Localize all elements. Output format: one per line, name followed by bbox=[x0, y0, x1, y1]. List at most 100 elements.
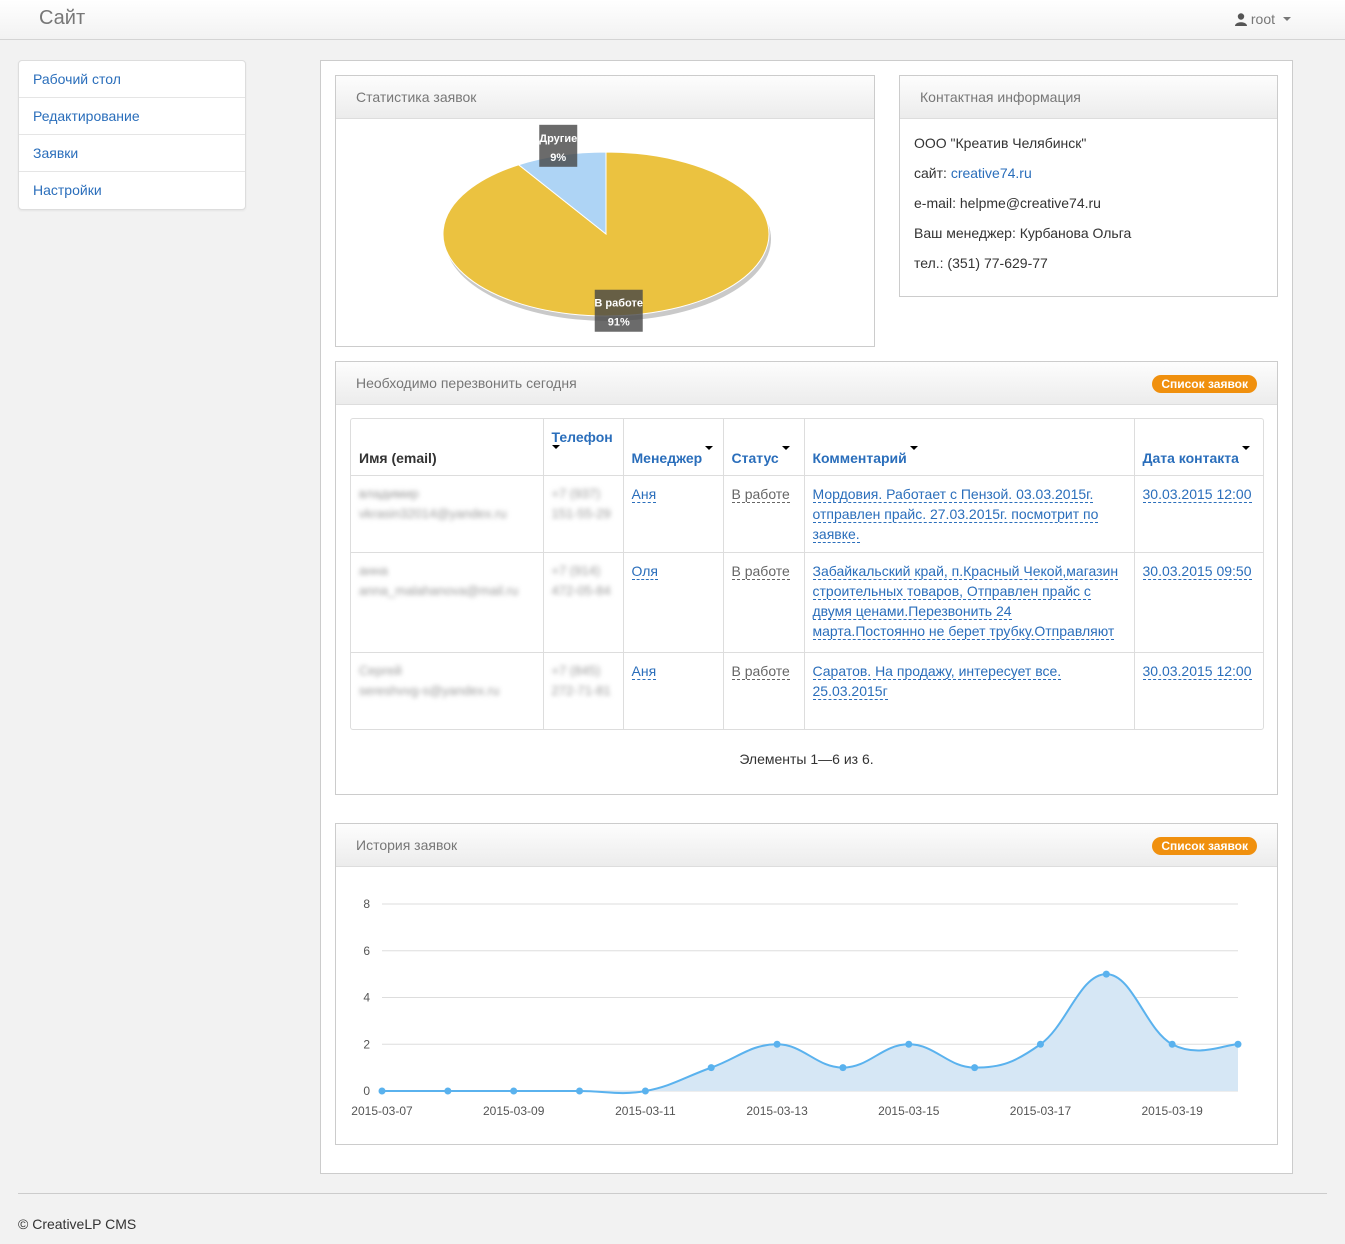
pie-label-value: 91% bbox=[608, 317, 630, 329]
pie-label-name: В работе bbox=[594, 298, 643, 310]
y-tick-label: 6 bbox=[363, 944, 370, 958]
cell-name: владимир vkrasin32014@yandex.ru bbox=[351, 475, 544, 553]
column-phone[interactable]: Телефон bbox=[543, 419, 624, 476]
cell-manager: Аня bbox=[623, 652, 724, 729]
x-tick-label: 2015-03-07 bbox=[351, 1104, 413, 1118]
cell-status: В работе bbox=[723, 475, 805, 553]
manager-link[interactable]: Аня bbox=[631, 662, 657, 680]
cell-manager: Оля bbox=[623, 552, 724, 653]
site-link[interactable]: creative74.ru bbox=[950, 165, 1032, 181]
data-point bbox=[576, 1087, 584, 1095]
manager-link[interactable]: Оля bbox=[631, 562, 658, 580]
x-tick-label: 2015-03-19 bbox=[1141, 1104, 1203, 1118]
history-panel-header: История заявок Список заявок bbox=[336, 824, 1277, 867]
company-name: ООО "Креатив Челябинск" bbox=[914, 135, 1087, 151]
cell-manager: Аня bbox=[623, 475, 724, 553]
sort-icon bbox=[909, 445, 918, 450]
data-point bbox=[773, 1040, 781, 1048]
y-tick-label: 4 bbox=[363, 991, 370, 1005]
pie-label-value: 9% bbox=[550, 152, 566, 164]
column-contact-date[interactable]: Дата контакта bbox=[1134, 419, 1263, 476]
status-link[interactable]: В работе bbox=[731, 485, 790, 503]
user-menu[interactable]: root bbox=[1234, 11, 1291, 27]
callback-panel-header: Необходимо перезвонить сегодня Список за… bbox=[336, 362, 1277, 405]
comment-link[interactable]: Забайкальский край, п.Красный Чекой,мага… bbox=[812, 562, 1119, 640]
column-comment[interactable]: Комментарий bbox=[804, 419, 1135, 476]
main-content: Статистика заявок В работе 91% Другие 9% Ко… bbox=[320, 60, 1293, 1174]
data-point bbox=[1036, 1040, 1044, 1048]
cell-status: В работе bbox=[723, 552, 805, 653]
cell-phone: +7 (845) 272-71-81 bbox=[543, 652, 624, 729]
column-name: Имя (email) bbox=[351, 419, 544, 476]
data-point bbox=[1234, 1040, 1242, 1048]
contact-panel-title: Контактная информация bbox=[900, 76, 1277, 119]
x-tick-label: 2015-03-09 bbox=[483, 1104, 545, 1118]
requests-list-button[interactable]: Список заявок bbox=[1152, 375, 1257, 393]
comment-link[interactable]: Саратов. На продажу, интересует все. 25.… bbox=[812, 662, 1062, 700]
data-point bbox=[1168, 1040, 1176, 1048]
contact-panel: Контактная информация ООО "Креатив Челяб… bbox=[899, 75, 1278, 297]
sidebar-item-settings[interactable]: Настройки bbox=[33, 182, 102, 198]
data-point bbox=[641, 1087, 649, 1095]
cell-date: 30.03.2015 09:50 bbox=[1134, 552, 1263, 653]
user-name: root bbox=[1250, 11, 1275, 27]
table-row: анна anna_malahanova@mail.ru +7 (914) 472… bbox=[351, 552, 1263, 653]
user-icon bbox=[1234, 12, 1247, 26]
contact-phone: тел.: (351) 77-629-77 bbox=[914, 255, 1048, 271]
x-tick-label: 2015-03-15 bbox=[878, 1104, 940, 1118]
y-tick-label: 8 bbox=[363, 897, 370, 911]
cell-date: 30.03.2015 12:00 bbox=[1134, 652, 1263, 729]
x-tick-label: 2015-03-13 bbox=[746, 1104, 808, 1118]
sort-icon bbox=[551, 445, 560, 449]
sort-icon bbox=[1241, 445, 1250, 450]
status-link[interactable]: В работе bbox=[731, 662, 790, 680]
column-manager[interactable]: Менеджер bbox=[623, 419, 724, 476]
cell-comment: Мордовия. Работает с Пензой. 03.03.2015г… bbox=[804, 475, 1135, 553]
requests-list-button[interactable]: Список заявок bbox=[1152, 837, 1257, 855]
footer-copyright: © CreativeLP CMS bbox=[18, 1216, 137, 1232]
site-line: сайт: creative74.ru bbox=[914, 163, 1263, 193]
data-point bbox=[839, 1064, 847, 1072]
history-panel: История заявок Список заявок 0 2 4 6 8 2015-0… bbox=[335, 823, 1278, 1145]
cell-phone: +7 (914) 472-05-84 bbox=[543, 552, 624, 653]
table-summary: Элементы 1—6 из 6. bbox=[739, 751, 874, 767]
sidebar-item-dashboard[interactable]: Рабочий стол bbox=[19, 61, 245, 98]
sidebar: Рабочий стол Редактирование Заявки Настр… bbox=[18, 60, 246, 210]
sidebar-item-requests[interactable]: Заявки bbox=[19, 135, 245, 172]
comment-link[interactable]: Мордовия. Работает с Пензой. 03.03.2015г… bbox=[812, 485, 1099, 543]
data-point bbox=[444, 1087, 452, 1095]
brand-logo[interactable]: Сайт bbox=[39, 7, 86, 29]
data-point bbox=[971, 1064, 979, 1072]
data-point bbox=[905, 1040, 913, 1048]
pie-label-name: Другие bbox=[539, 133, 577, 145]
x-tick-label: 2015-03-17 bbox=[1010, 1104, 1072, 1118]
stats-panel-title: Статистика заявок bbox=[336, 76, 874, 119]
data-point bbox=[378, 1087, 386, 1095]
pie-label: Другие 9% bbox=[539, 124, 578, 167]
table-header-row: Имя (email) Телефон Менеджер Статус Комм… bbox=[351, 419, 1263, 476]
sort-icon bbox=[705, 445, 714, 450]
table-row: владимир vkrasin32014@yandex.ru +7 (937) … bbox=[351, 475, 1263, 553]
requests-pie-chart: В работе 91% Другие 9% bbox=[442, 124, 771, 332]
table-row: Сергей sereshvvg-s@yandex.ru +7 (845) 272… bbox=[351, 652, 1263, 729]
chevron-down-icon bbox=[1283, 17, 1291, 21]
area-fill bbox=[382, 974, 1238, 1094]
history-area-chart: 0 2 4 6 8 2015-03-07 2015-03-09 2015-03-11 2015-… bbox=[351, 897, 1242, 1118]
cell-comment: Забайкальский край, п.Красный Чекой,мага… bbox=[804, 552, 1135, 653]
cell-comment: Саратов. На продажу, интересует все. 25.… bbox=[804, 652, 1135, 729]
stats-panel: Статистика заявок В работе 91% Другие 9% bbox=[335, 75, 875, 347]
history-panel-title: История заявок bbox=[356, 837, 458, 853]
date-link[interactable]: 30.03.2015 12:00 bbox=[1142, 662, 1252, 680]
date-link[interactable]: 30.03.2015 09:50 bbox=[1142, 562, 1252, 580]
callback-table: Имя (email) Телефон Менеджер Статус Комм… bbox=[350, 418, 1264, 730]
contact-email: e-mail: helpme@creative74.ru bbox=[914, 195, 1101, 211]
pie-label: В работе 91% bbox=[594, 289, 643, 332]
cell-name: Сергей sereshvvg-s@yandex.ru bbox=[351, 652, 544, 729]
column-status[interactable]: Статус bbox=[723, 419, 805, 476]
date-link[interactable]: 30.03.2015 12:00 bbox=[1142, 485, 1252, 503]
x-tick-label: 2015-03-11 bbox=[615, 1104, 676, 1118]
status-link[interactable]: В работе bbox=[731, 562, 790, 580]
sidebar-item-editing[interactable]: Редактирование bbox=[19, 98, 245, 135]
contact-manager: Ваш менеджер: Курбанова Ольга bbox=[914, 225, 1132, 241]
manager-link[interactable]: Аня bbox=[631, 485, 657, 503]
